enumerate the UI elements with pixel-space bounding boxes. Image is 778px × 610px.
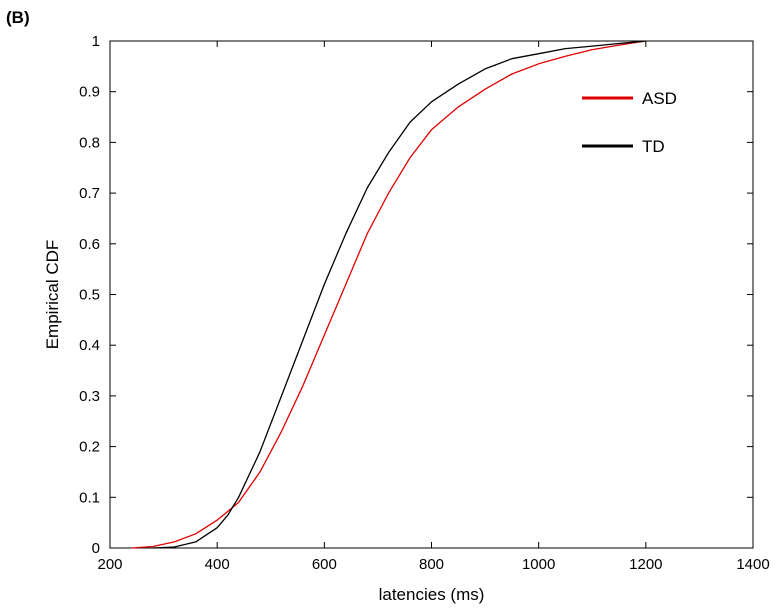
x-axis-ticks: 200 400 600 800 1000 1200 1400 [97,41,770,573]
series-lines [131,40,646,549]
x-tick-label: 400 [205,556,230,573]
series-line-asd [131,40,646,549]
y-axis-ticks: 0 0.1 0.2 0.3 0.4 0.5 0.6 0.7 0.8 0.9 1 [79,33,753,557]
x-tick-label: 1400 [736,556,769,573]
axes-box [109,40,754,549]
y-tick-label: 0.9 [79,84,100,101]
y-tick-label: 0.5 [79,287,100,304]
y-tick-label: 0.3 [79,388,100,405]
plot-area [109,40,754,549]
y-tick-label: 0.8 [79,134,100,151]
y-tick-label: 1 [92,33,100,50]
series-line-td [152,40,646,549]
y-tick-label: 0.6 [79,236,100,253]
y-tick-label: 0.4 [79,337,100,354]
x-tick-label: 1200 [629,556,662,573]
panel-label: (B) [6,8,30,27]
y-tick-label: 0.7 [79,185,100,202]
legend-label-td: TD [642,137,665,156]
x-tick-label: 1000 [522,556,555,573]
x-tick-label: 600 [312,556,337,573]
y-tick-label: 0.2 [79,439,100,456]
y-tick-label: 0 [92,540,100,557]
x-axis-label: latencies (ms) [379,585,485,604]
y-tick-label: 0.1 [79,489,100,506]
x-tick-label: 800 [419,556,444,573]
y-axis-label: Empirical CDF [43,240,62,350]
legend-label-asd: ASD [642,89,677,108]
legend: ASD TD [582,89,677,156]
x-tick-label: 200 [97,556,122,573]
